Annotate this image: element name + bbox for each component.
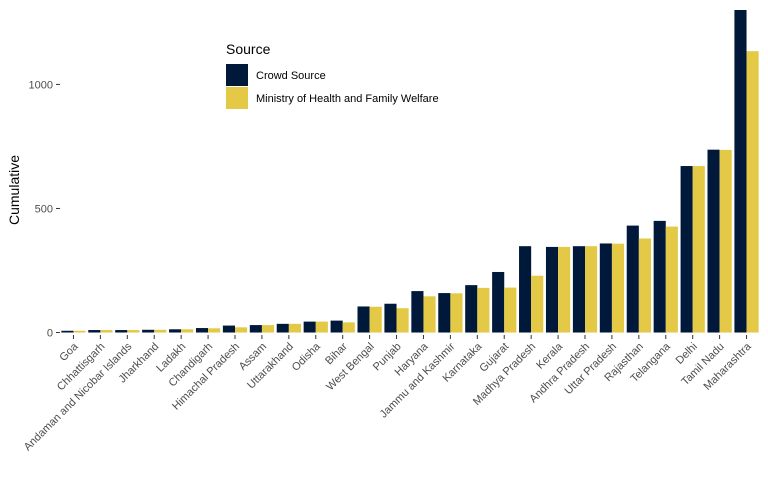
legend-title: Source [226, 41, 271, 57]
bar-chandigarh-ministry-of-health-and-family-welfare [208, 328, 221, 333]
bar-assam-crowd-source [249, 325, 262, 333]
bar-delhi-crowd-source [680, 166, 693, 333]
bar-maharashtra-crowd-source [734, 10, 747, 333]
x-tick-label-goa: Goa [57, 340, 81, 364]
bar-telangana-ministry-of-health-and-family-welfare [665, 226, 678, 333]
bar-haryana-ministry-of-health-and-family-welfare [423, 296, 436, 333]
x-tick-label-andaman-and-nicobar-islands: Andaman and Nicobar Islands [22, 340, 135, 453]
bar-andaman-and-nicobar-islands-crowd-source [115, 330, 128, 333]
bar-uttarakhand-ministry-of-health-and-family-welfare [288, 323, 301, 333]
bar-haryana-crowd-source [411, 291, 424, 333]
bar-punjab-crowd-source [384, 303, 397, 333]
bar-andaman-and-nicobar-islands-ministry-of-health-and-family-welfare [127, 330, 140, 333]
bar-jammu-and-kashmir-ministry-of-health-and-family-welfare [450, 293, 463, 333]
bar-jharkhand-crowd-source [142, 329, 155, 333]
bar-goa-ministry-of-health-and-family-welfare [73, 330, 86, 333]
bar-bihar-ministry-of-health-and-family-welfare [342, 322, 355, 333]
bar-west-bengal-ministry-of-health-and-family-welfare [369, 306, 382, 333]
bar-odisha-crowd-source [303, 321, 316, 333]
y-tick-label-0: 0 [47, 328, 53, 340]
bar-madhya-pradesh-ministry-of-health-and-family-welfare [531, 275, 544, 333]
bar-jammu-and-kashmir-crowd-source [438, 293, 451, 333]
bar-delhi-ministry-of-health-and-family-welfare [692, 166, 705, 333]
bar-chhattisgarh-ministry-of-health-and-family-welfare [100, 330, 113, 333]
bar-bihar-crowd-source [330, 320, 343, 333]
bar-assam-ministry-of-health-and-family-welfare [261, 325, 275, 333]
bar-punjab-ministry-of-health-and-family-welfare [396, 308, 409, 333]
x-tick-label-odisha: Odisha [290, 340, 324, 374]
bar-kerala-crowd-source [545, 246, 559, 333]
bar-karnataka-ministry-of-health-and-family-welfare [477, 287, 490, 333]
bar-goa-crowd-source [61, 330, 74, 333]
bar-rajasthan-ministry-of-health-and-family-welfare [638, 238, 651, 333]
bar-uttar-pradesh-crowd-source [599, 243, 612, 333]
legend-label-crowd-source: Crowd Source [256, 70, 326, 82]
y-axis: 0 500 1000 [29, 79, 60, 340]
bars-layer [61, 10, 759, 333]
bar-madhya-pradesh-crowd-source [519, 246, 532, 333]
bar-uttar-pradesh-ministry-of-health-and-family-welfare [611, 243, 625, 333]
bar-rajasthan-crowd-source [626, 225, 639, 333]
legend-swatch-crowd-source [226, 64, 248, 86]
legend-label-ministry: Ministry of Health and Family Welfare [256, 93, 439, 105]
legend-swatch-ministry [226, 87, 248, 109]
bar-telangana-crowd-source [653, 220, 666, 333]
bar-himachal-pradesh-ministry-of-health-and-family-welfare [235, 327, 248, 333]
bar-gujarat-ministry-of-health-and-family-welfare [504, 287, 517, 333]
bar-tamil-nadu-crowd-source [707, 149, 720, 333]
legend: Source Crowd Source Ministry of Health a… [226, 41, 439, 109]
bar-himachal-pradesh-crowd-source [222, 325, 235, 333]
bar-odisha-ministry-of-health-and-family-welfare [315, 321, 328, 333]
bar-west-bengal-crowd-source [357, 306, 370, 333]
bar-chhattisgarh-crowd-source [88, 330, 101, 333]
bar-ladakh-crowd-source [169, 329, 182, 333]
bar-maharashtra-ministry-of-health-and-family-welfare [746, 51, 759, 333]
bar-karnataka-crowd-source [465, 285, 478, 333]
bar-tamil-nadu-ministry-of-health-and-family-welfare [719, 149, 732, 333]
bar-andhra-pradesh-crowd-source [572, 246, 585, 333]
bar-uttarakhand-crowd-source [276, 323, 289, 333]
y-tick-label-1000: 1000 [29, 79, 53, 91]
bar-chandigarh-crowd-source [195, 328, 209, 333]
bar-ladakh-ministry-of-health-and-family-welfare [181, 329, 194, 333]
y-axis-title: Cumulative [6, 155, 22, 225]
y-tick-label-500: 500 [35, 203, 53, 215]
bar-gujarat-crowd-source [492, 271, 505, 333]
bar-jharkhand-ministry-of-health-and-family-welfare [154, 329, 167, 333]
bar-kerala-ministry-of-health-and-family-welfare [558, 246, 571, 333]
bar-andhra-pradesh-ministry-of-health-and-family-welfare [585, 246, 598, 333]
